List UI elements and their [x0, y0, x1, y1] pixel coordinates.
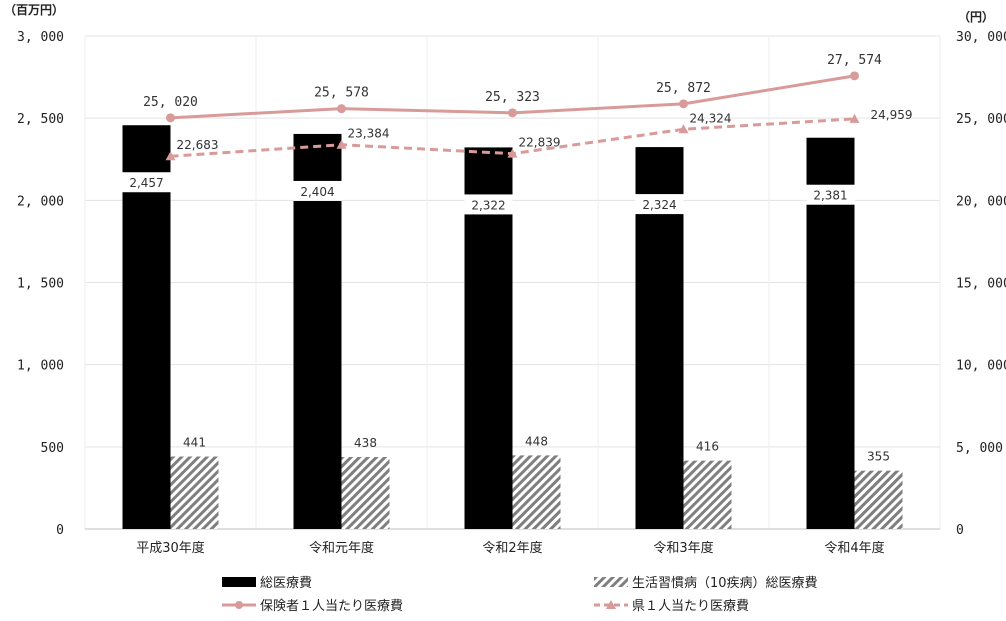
insurer-per-capita-data-label: 27, 574 — [827, 53, 882, 68]
total-cost-label-box — [464, 194, 513, 215]
prefecture-per-capita-point — [849, 113, 860, 123]
left-axis-unit: （百万円） — [4, 2, 64, 17]
right-axis-tick-label: 30, 000 — [956, 30, 1006, 45]
lifestyle-cost-data-label: 416 — [696, 440, 719, 454]
right-axis-tick-label: 5, 000 — [956, 441, 1003, 456]
legend-label-insurer-per-capita: 保険者１人当たり医療費 — [260, 599, 403, 614]
right-axis-tick-label: 20, 000 — [956, 194, 1006, 209]
prefecture-per-capita-point — [507, 148, 518, 158]
legend-swatch-lifestyle-cost — [594, 577, 628, 587]
prefecture-per-capita-data-label: 23,384 — [348, 127, 390, 141]
prefecture-per-capita-data-label: 22,683 — [177, 138, 219, 152]
lifestyle-cost-bar — [341, 457, 390, 529]
right-axis-tick-label: 15, 000 — [956, 277, 1006, 292]
legend-swatch-total-cost — [222, 577, 256, 587]
insurer-per-capita-point — [337, 104, 346, 114]
lifestyle-cost-data-label: 438 — [354, 436, 377, 450]
insurer-per-capita-point — [679, 99, 688, 109]
left-axis-tick-label: 500 — [41, 441, 64, 456]
legend-label-total-cost: 総医療費 — [260, 576, 312, 591]
category-label: 令和4年度 — [824, 540, 884, 556]
right-axis-unit: （円） — [958, 9, 994, 24]
left-axis-tick-label: 2, 500 — [17, 112, 64, 127]
insurer-per-capita-data-label: 25, 872 — [656, 81, 711, 96]
lifestyle-cost-bar — [683, 460, 732, 529]
insurer-per-capita-point — [850, 71, 859, 81]
insurer-per-capita-point — [508, 108, 517, 118]
total-cost-label-box — [122, 172, 171, 193]
prefecture-per-capita-data-label: 24,959 — [871, 108, 913, 122]
lifestyle-cost-bar — [170, 456, 219, 529]
total-cost-label-box — [635, 194, 684, 215]
total-cost-label-box — [293, 180, 342, 201]
left-axis-tick-label: 3, 000 — [17, 30, 64, 45]
prefecture-per-capita-point — [336, 139, 347, 149]
left-axis-tick-label: 1, 000 — [17, 359, 64, 374]
left-axis-tick-label: 1, 500 — [17, 277, 64, 292]
category-label: 令和2年度 — [482, 540, 542, 556]
legend-marker-prefecture-per-capita — [606, 600, 616, 609]
category-label: 令和元年度 — [309, 540, 374, 556]
right-axis-tick-label: 10, 000 — [956, 359, 1006, 374]
total-cost-data-label: 2,381 — [813, 189, 847, 203]
lifestyle-cost-data-label: 448 — [525, 434, 548, 448]
right-axis-tick-label: 25, 000 — [956, 112, 1006, 127]
insurer-per-capita-data-label: 25, 020 — [143, 95, 198, 110]
lifestyle-cost-data-label: 355 — [867, 450, 890, 464]
lifestyle-cost-bar — [512, 455, 561, 529]
legend-marker-insurer-per-capita — [235, 601, 243, 609]
category-label: 平成30年度 — [136, 540, 205, 556]
lifestyle-cost-data-label: 441 — [183, 436, 206, 450]
total-cost-data-label: 2,324 — [642, 198, 676, 212]
prefecture-per-capita-point — [165, 151, 176, 161]
right-axis-tick-label: 0 — [956, 523, 964, 538]
insurer-per-capita-data-label: 25, 323 — [485, 90, 540, 105]
total-cost-data-label: 2,322 — [471, 198, 505, 212]
total-cost-label-box — [806, 184, 855, 205]
left-axis-tick-label: 0 — [56, 523, 64, 538]
insurer-per-capita-point — [166, 113, 175, 123]
total-cost-data-label: 2,457 — [129, 176, 163, 190]
total-cost-data-label: 2,404 — [300, 185, 334, 199]
prefecture-per-capita-data-label: 22,839 — [519, 136, 561, 150]
lifestyle-cost-bar — [854, 470, 903, 529]
category-label: 令和3年度 — [653, 540, 713, 556]
total-cost-bar — [122, 125, 171, 529]
left-axis-tick-label: 2, 000 — [17, 194, 64, 209]
legend-label-lifestyle-cost: 生活習慣病（10疾病）総医療費 — [632, 575, 818, 591]
insurer-per-capita-data-label: 25, 578 — [314, 86, 369, 101]
legend-label-prefecture-per-capita: 県１人当たり医療費 — [632, 599, 749, 614]
prefecture-per-capita-data-label: 24,324 — [690, 111, 732, 125]
prefecture-per-capita-point — [678, 124, 689, 134]
